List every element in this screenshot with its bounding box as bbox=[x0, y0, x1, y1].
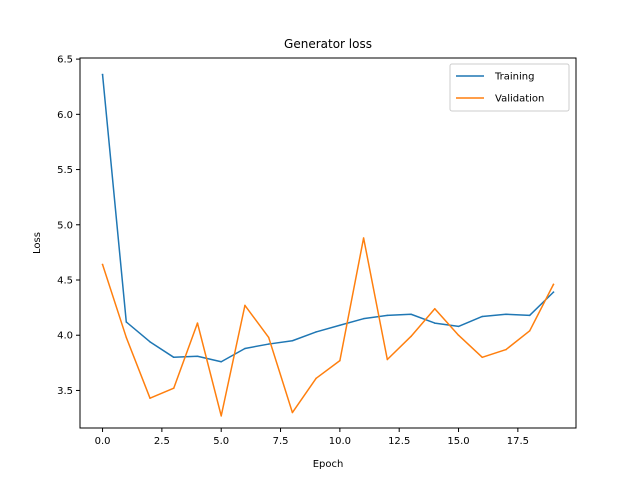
y-tick-label: 4.5 bbox=[57, 276, 73, 287]
data-point-training bbox=[481, 315, 484, 318]
data-point-validation bbox=[125, 336, 128, 339]
data-point-validation bbox=[505, 348, 507, 351]
x-tick-label: 15.0 bbox=[447, 436, 469, 447]
data-point-validation bbox=[410, 335, 412, 338]
data-point-validation bbox=[434, 307, 436, 310]
data-point-validation bbox=[315, 377, 317, 380]
x-axis-ticks: 0.0 2.5 5.0 7.5 10.0 12.5 15.0 17.5 bbox=[95, 428, 529, 447]
series-layer bbox=[101, 73, 555, 417]
data-point-training bbox=[362, 317, 365, 320]
legend-label-training: Training bbox=[494, 72, 534, 83]
data-point-validation bbox=[528, 330, 531, 332]
data-point-training bbox=[101, 73, 104, 76]
y-axis-label: Loss bbox=[32, 232, 43, 254]
x-tick-label: 17.5 bbox=[507, 436, 529, 447]
data-point-validation bbox=[101, 263, 104, 266]
axes-frame bbox=[79, 57, 577, 429]
y-tick-label: 3.5 bbox=[57, 386, 73, 397]
data-point-training bbox=[172, 356, 175, 359]
x-tick-label: 10.0 bbox=[329, 436, 351, 447]
data-point-training bbox=[505, 313, 507, 315]
data-point-validation bbox=[552, 283, 555, 286]
y-tick-label: 6.0 bbox=[57, 110, 73, 121]
data-point-training bbox=[244, 347, 246, 350]
data-point-validation bbox=[339, 359, 341, 362]
data-point-validation bbox=[267, 336, 270, 339]
data-point-training bbox=[291, 340, 294, 342]
x-tick-label: 0.0 bbox=[95, 436, 111, 447]
data-point-validation bbox=[291, 411, 294, 414]
y-tick-label: 4.0 bbox=[57, 331, 73, 342]
data-point-training bbox=[457, 325, 460, 328]
data-point-training bbox=[125, 321, 128, 323]
data-point-training bbox=[410, 313, 412, 315]
y-axis-ticks: 3.5 4.0 4.5 5.0 5.5 6.0 6.5 bbox=[57, 55, 80, 397]
data-point-training bbox=[339, 324, 341, 327]
data-point-training bbox=[434, 322, 436, 324]
data-point-training bbox=[267, 343, 270, 345]
data-point-training bbox=[386, 314, 389, 317]
data-point-validation bbox=[457, 334, 460, 336]
data-point-training bbox=[552, 291, 555, 293]
data-point-validation bbox=[172, 387, 175, 389]
data-point-validation bbox=[481, 356, 484, 359]
legend-label-validation: Validation bbox=[495, 94, 544, 105]
data-point-validation bbox=[362, 237, 365, 239]
x-tick-label: 7.5 bbox=[273, 436, 289, 447]
x-tick-label: 2.5 bbox=[154, 436, 170, 447]
plot-area bbox=[79, 57, 577, 429]
data-point-training bbox=[149, 341, 151, 343]
data-point-training bbox=[315, 331, 317, 333]
data-point-training bbox=[220, 360, 222, 363]
x-tick-label: 5.0 bbox=[213, 436, 229, 447]
legend: Training Validation bbox=[449, 63, 570, 112]
data-point-training bbox=[196, 355, 199, 357]
data-point-validation bbox=[220, 415, 222, 417]
y-tick-label: 5.0 bbox=[57, 220, 73, 231]
series-line-training bbox=[101, 73, 555, 363]
y-tick-label: 5.5 bbox=[57, 165, 73, 176]
data-point-validation bbox=[149, 397, 151, 399]
data-point-validation bbox=[244, 304, 246, 307]
data-point-validation bbox=[196, 322, 199, 324]
chart-title: Generator loss bbox=[284, 37, 372, 51]
y-tick-label: 6.5 bbox=[57, 55, 73, 66]
x-tick-label: 12.5 bbox=[388, 436, 410, 447]
data-point-validation bbox=[386, 358, 389, 361]
data-point-training bbox=[528, 314, 531, 317]
x-axis-label: Epoch bbox=[313, 459, 344, 470]
series-line-validation bbox=[101, 237, 555, 417]
